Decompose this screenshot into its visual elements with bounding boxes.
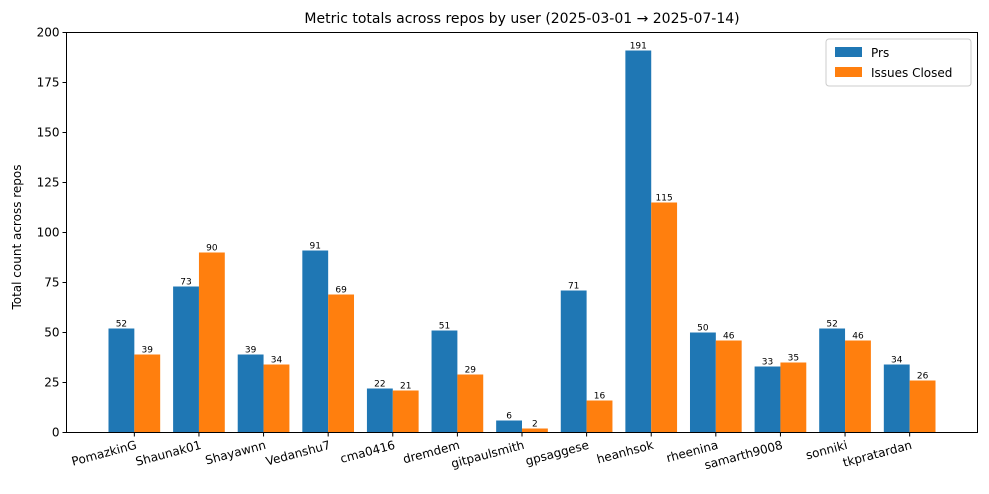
bar-prs-3 <box>302 250 329 433</box>
legend-label-0: Prs <box>871 46 889 60</box>
data-label-prs-1: 73 <box>180 278 191 288</box>
y-axis: 0 25 50 75 100 125 150 175 200 <box>37 26 67 440</box>
legend: Prs Issues Closed <box>825 38 972 87</box>
data-label-issues-closed-6: 2 <box>532 420 538 430</box>
data-label-prs-0: 52 <box>116 320 127 330</box>
y-tick-label-3: 75 <box>44 276 59 290</box>
data-label-prs-11: 52 <box>826 320 837 330</box>
legend-label-1: Issues Closed <box>871 66 952 80</box>
data-label-issues-closed-7: 16 <box>594 392 606 402</box>
bar-issues-closed-5 <box>457 374 484 433</box>
bar-prs-2 <box>237 354 264 433</box>
bar-issues-closed-11 <box>845 340 871 433</box>
y-tick-label-7: 175 <box>37 76 60 90</box>
y-tick-label-0: 0 <box>52 426 60 440</box>
bar-prs-4 <box>366 388 393 433</box>
bar-issues-closed-10 <box>780 362 807 433</box>
data-label-prs-7: 71 <box>568 282 579 292</box>
data-label-issues-closed-3: 69 <box>335 286 347 296</box>
bar-prs-1 <box>173 286 199 433</box>
data-label-issues-closed-5: 29 <box>465 366 477 376</box>
bar-issues-closed-0 <box>134 354 161 433</box>
data-label-prs-3: 91 <box>310 242 321 252</box>
bar-issues-closed-9 <box>715 340 742 433</box>
bar-prs-9 <box>689 332 716 433</box>
bar-prs-0 <box>108 328 135 433</box>
data-labels-layer: 52 39 73 90 39 34 91 69 22 21 51 29 6 2 71 16 191 115 50 46… <box>116 42 929 430</box>
y-tick-label-5: 125 <box>37 176 60 190</box>
bar-prs-5 <box>431 330 458 433</box>
data-label-issues-closed-1: 90 <box>206 244 218 254</box>
data-label-issues-closed-8: 115 <box>656 194 673 204</box>
bar-issues-closed-4 <box>392 390 419 433</box>
data-label-prs-12: 34 <box>891 356 903 366</box>
legend-frame <box>825 38 972 87</box>
bar-issues-closed-8 <box>651 202 678 433</box>
data-label-issues-closed-10: 35 <box>788 354 799 364</box>
data-label-prs-6: 6 <box>506 412 512 422</box>
y-tick-label-2: 50 <box>44 326 59 340</box>
legend-swatch-1 <box>835 67 862 77</box>
data-label-prs-8: 191 <box>630 42 647 52</box>
data-label-issues-closed-11: 46 <box>852 332 864 342</box>
bar-prs-10 <box>754 366 781 433</box>
data-label-issues-closed-4: 21 <box>400 382 411 392</box>
bar-issues-closed-3 <box>328 294 355 433</box>
bar-issues-closed-1 <box>198 252 225 433</box>
data-label-prs-5: 51 <box>439 322 450 332</box>
bar-issues-closed-7 <box>586 400 613 433</box>
bar-prs-8 <box>625 50 652 433</box>
bar-prs-11 <box>819 328 846 433</box>
y-tick-label-4: 100 <box>37 226 60 240</box>
y-tick-label-1: 25 <box>44 376 59 390</box>
data-label-issues-closed-2: 34 <box>271 356 283 366</box>
data-label-issues-closed-0: 39 <box>142 346 154 356</box>
data-label-issues-closed-12: 26 <box>917 372 929 382</box>
legend-swatch-0 <box>835 47 862 57</box>
y-axis-label: Total count across repos <box>10 164 24 310</box>
data-label-issues-closed-9: 46 <box>723 332 735 342</box>
chart-title: Metric totals across repos by user (2025… <box>304 11 739 27</box>
y-tick-label-8: 200 <box>37 26 60 40</box>
data-label-prs-10: 33 <box>762 358 773 368</box>
data-label-prs-2: 39 <box>245 346 257 356</box>
y-tick-label-6: 150 <box>37 126 60 140</box>
bar-issues-closed-12 <box>909 380 936 433</box>
bar-issues-closed-6 <box>522 428 548 433</box>
bar-prs-12 <box>883 364 910 433</box>
bar-prs-7 <box>560 290 587 433</box>
bar-prs-6 <box>496 420 522 433</box>
data-label-prs-4: 22 <box>374 380 385 390</box>
bar-issues-closed-2 <box>263 364 290 433</box>
bars-layer <box>108 50 936 433</box>
plot-frame <box>66 32 978 433</box>
data-label-prs-9: 50 <box>697 324 709 334</box>
